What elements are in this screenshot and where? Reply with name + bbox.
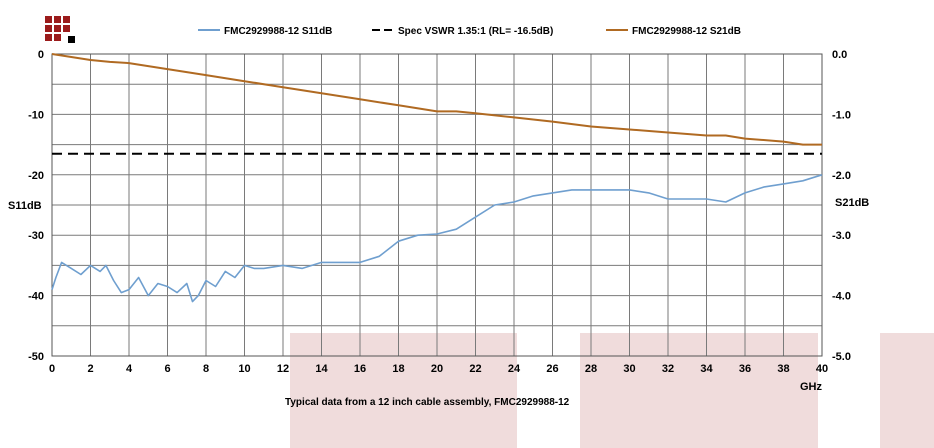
grid (52, 54, 822, 356)
x-tick-label: 20 (431, 363, 443, 375)
watermark-block-3 (880, 333, 934, 448)
legend-label: FMC2929988-12 S11dB (224, 26, 332, 37)
x-tick-label: 2 (87, 363, 93, 375)
x-tick-label: 6 (164, 363, 170, 375)
y-right-tick-label: -1.0 (832, 109, 851, 121)
logo-square (68, 36, 75, 43)
logo-square (54, 16, 61, 23)
x-axis-ticks: 0 2 4 6 8 10 12 14 16 18 20 22 24 26 28 30 32 34 36 38 40 (49, 363, 828, 375)
x-tick-label: 40 (816, 363, 828, 375)
y-right-axis-title: S21dB (835, 197, 869, 209)
x-tick-label: 16 (354, 363, 366, 375)
y-left-tick-label: -30 (28, 230, 44, 242)
legend: FMC2929988-12 S11dB Spec VSWR 1.35:1 (RL=… (198, 26, 741, 37)
x-tick-label: 14 (315, 363, 328, 375)
x-tick-label: 36 (739, 363, 751, 375)
logo-square (45, 25, 52, 32)
y-right-tick-label: 0.0 (832, 49, 847, 61)
x-tick-label: 8 (203, 363, 209, 375)
logo-square (63, 25, 70, 32)
legend-label: Spec VSWR 1.35:1 (RL= -16.5dB) (398, 26, 553, 37)
x-tick-label: 12 (277, 363, 289, 375)
watermark-block-1 (290, 333, 517, 448)
watermark-block-2 (580, 333, 818, 448)
x-tick-label: 0 (49, 363, 55, 375)
logo-square (63, 16, 70, 23)
x-tick-label: 38 (777, 363, 789, 375)
logo-square (54, 34, 61, 41)
y-right-tick-label: -3.0 (832, 230, 851, 242)
x-tick-label: 22 (469, 363, 481, 375)
x-tick-label: 24 (508, 363, 521, 375)
y-left-tick-label: -10 (28, 109, 44, 121)
y-left-axis-title: S11dB (8, 200, 42, 212)
y-right-tick-label: -2.0 (832, 170, 851, 182)
y-left-tick-label: -40 (28, 291, 44, 303)
x-tick-label: 28 (585, 363, 597, 375)
legend-label: FMC2929988-12 S21dB (632, 26, 741, 37)
logo-square (45, 16, 52, 23)
y-left-tick-label: 0 (38, 49, 44, 61)
x-tick-label: 26 (546, 363, 558, 375)
x-tick-label: 18 (392, 363, 404, 375)
y-left-tick-label: -50 (28, 351, 44, 363)
y-left-tick-label: -20 (28, 170, 44, 182)
x-tick-label: 32 (662, 363, 674, 375)
x-tick-label: 30 (623, 363, 635, 375)
logo-square (45, 34, 52, 41)
x-tick-label: 34 (700, 363, 713, 375)
logo-square (54, 25, 61, 32)
x-tick-label: 4 (126, 363, 133, 375)
chart-caption: Typical data from a 12 inch cable assemb… (285, 397, 570, 408)
y-right-tick-label: -4.0 (832, 291, 851, 303)
x-tick-label: 10 (238, 363, 250, 375)
logo-icon (45, 16, 75, 43)
y-right-tick-label: -5.0 (832, 351, 851, 363)
x-axis-title: GHz (800, 381, 823, 393)
